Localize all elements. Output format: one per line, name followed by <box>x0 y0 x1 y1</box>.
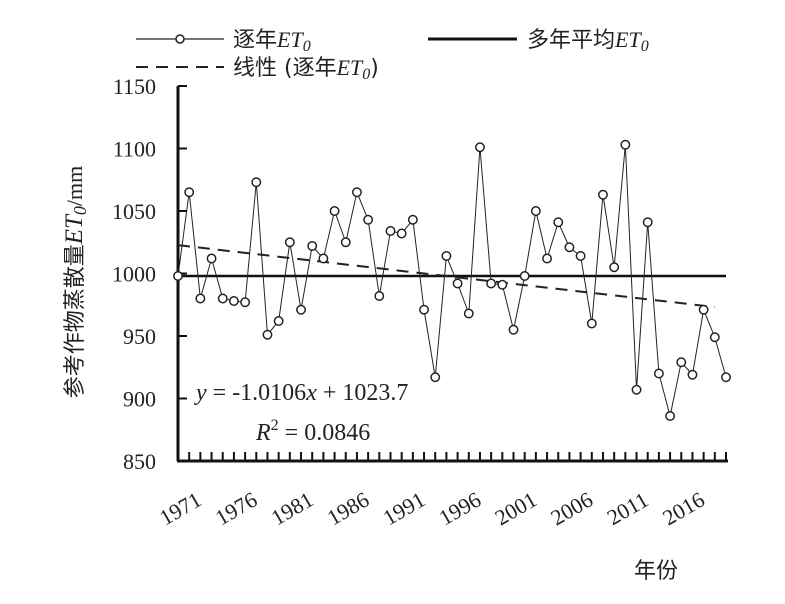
data-point <box>620 139 631 150</box>
y-tick-label: 950 <box>123 324 156 349</box>
x-tick-label: 2006 <box>546 487 597 531</box>
data-point <box>486 278 497 289</box>
legend-label-trend: 线性 (逐年ET0) <box>233 55 379 83</box>
y-tick-label: 1100 <box>113 137 156 162</box>
data-point <box>642 217 653 228</box>
x-axis-title: 年份 <box>634 559 678 584</box>
x-tick-labels: 1971 1976 1981 1986 1991 1996 2001 2006 2011 2016 <box>155 487 709 531</box>
data-point <box>363 214 374 225</box>
data-point <box>329 206 340 216</box>
data-point <box>307 241 318 251</box>
data-point <box>564 242 575 253</box>
data-point <box>676 357 687 368</box>
y-tick-label: 850 <box>123 449 156 474</box>
data-point <box>318 253 329 264</box>
data-point <box>173 271 183 281</box>
data-point <box>553 217 564 228</box>
y-tick-label: 1050 <box>112 199 156 224</box>
x-tick-label: 1991 <box>379 487 430 531</box>
x-tick-label: 1976 <box>211 487 262 531</box>
data-point <box>407 214 418 225</box>
annual-points <box>173 139 731 421</box>
y-axis-title: 参考作物蒸散量ET0/mm <box>61 166 90 399</box>
y-tick-label: 900 <box>123 387 156 412</box>
data-point <box>598 189 608 200</box>
data-point <box>184 187 195 198</box>
x-tick-label: 2001 <box>490 487 541 531</box>
y-tick-label: 1150 <box>113 74 156 99</box>
data-point <box>430 372 441 383</box>
legend-marker-annual <box>175 34 185 44</box>
data-point <box>251 177 262 188</box>
data-point <box>687 369 698 380</box>
data-point <box>530 206 541 216</box>
x-tick-label: 1996 <box>435 487 486 531</box>
data-point <box>497 279 508 290</box>
y-tick-label: 1000 <box>112 262 156 287</box>
data-point <box>665 411 676 421</box>
data-point <box>542 253 553 264</box>
data-point <box>441 251 452 261</box>
data-point <box>609 262 620 273</box>
data-point <box>475 142 485 153</box>
data-point <box>351 187 362 198</box>
trend-line <box>177 244 715 309</box>
data-point <box>195 293 206 304</box>
x-ticks <box>177 452 727 461</box>
data-point <box>396 228 407 239</box>
regression-equation: y = -1.0106x + 1023.7 <box>194 380 408 406</box>
legend: 逐年ET0 多年平均ET0 线性 (逐年ET0) <box>136 27 649 83</box>
data-point <box>340 237 351 248</box>
data-point <box>452 278 463 289</box>
data-point <box>228 296 239 306</box>
data-point <box>575 251 586 261</box>
data-point <box>273 316 284 326</box>
data-point <box>709 332 720 343</box>
x-tick-label: 1986 <box>323 487 374 531</box>
data-point <box>385 226 396 236</box>
data-point <box>631 384 642 395</box>
data-point <box>721 372 731 383</box>
data-point <box>374 291 385 301</box>
y-ticks: 850 900 950 1000 1050 1100 1150 <box>112 74 187 474</box>
x-tick-label: 2016 <box>658 487 709 531</box>
data-point <box>284 237 295 248</box>
data-point <box>508 324 519 335</box>
x-tick-label: 2011 <box>603 487 653 530</box>
data-point <box>419 304 429 315</box>
data-point <box>240 297 251 308</box>
r-squared: R2 = 0.0846 <box>255 417 370 446</box>
data-point <box>217 293 228 304</box>
x-tick-label: 1981 <box>267 487 318 531</box>
data-point <box>653 368 664 379</box>
legend-label-mean: 多年平均ET0 <box>527 27 649 55</box>
data-point <box>206 253 217 264</box>
data-point <box>586 318 597 329</box>
data-point <box>296 304 306 315</box>
data-point <box>519 271 530 281</box>
annual-line <box>177 144 727 417</box>
data-point <box>262 329 273 340</box>
x-tick-label: 1971 <box>155 487 206 531</box>
data-point <box>463 308 474 319</box>
legend-label-annual: 逐年ET0 <box>233 27 311 55</box>
data-point <box>698 304 709 315</box>
